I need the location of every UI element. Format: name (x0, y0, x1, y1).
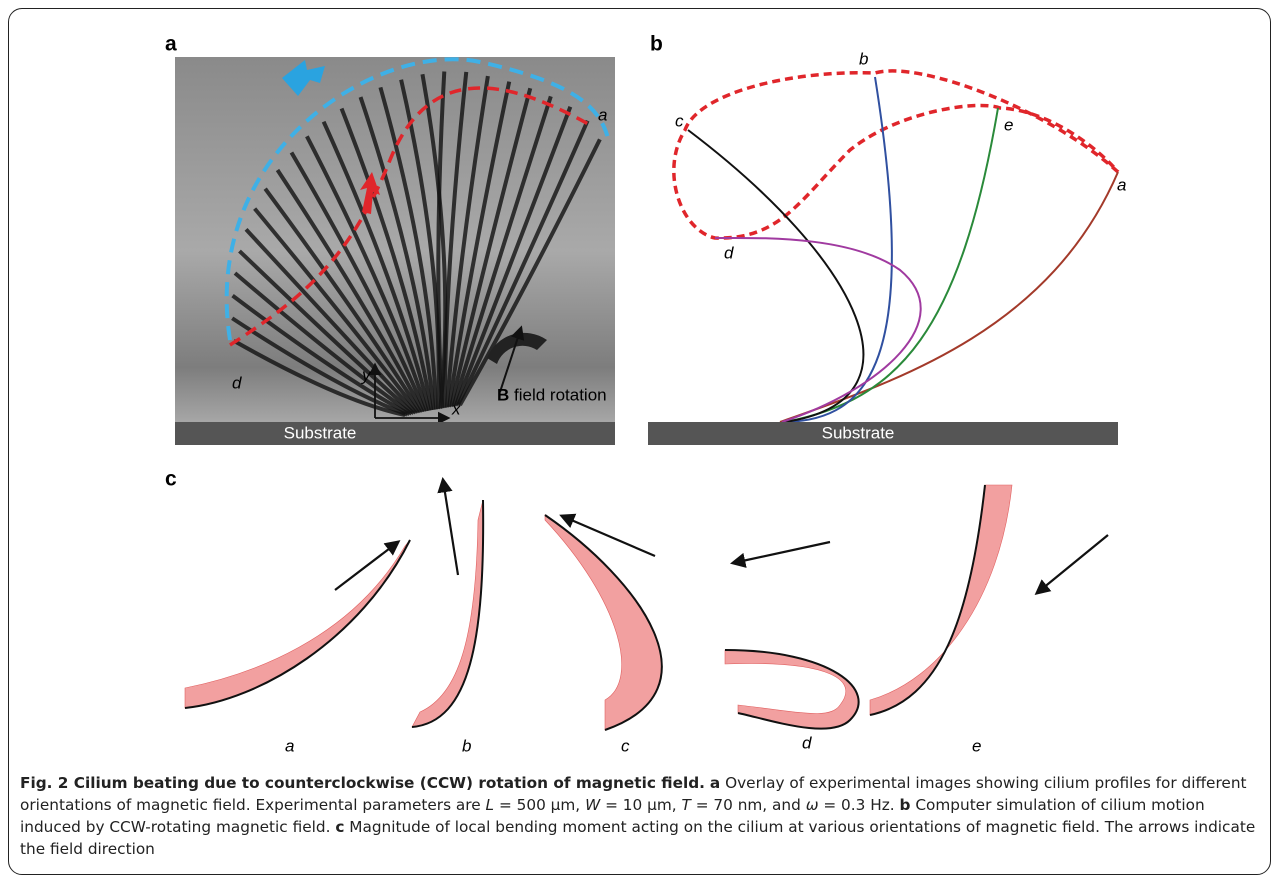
cilium-image (449, 87, 533, 408)
trajectory-red (229, 86, 591, 347)
shape-label: e (972, 736, 981, 755)
profile-e (784, 107, 999, 423)
curve-d (724, 649, 860, 730)
caption-symbol: T (681, 796, 691, 814)
field-label: B (497, 385, 509, 404)
shape-label: d (802, 733, 812, 752)
substrate (175, 422, 615, 445)
shape-label: a (285, 736, 294, 755)
cilium-image (253, 207, 420, 414)
shape-label: c (621, 736, 630, 755)
cilium-image (321, 120, 432, 412)
profile-d (714, 236, 922, 423)
shape-labels: a b c d e (285, 733, 981, 755)
cilium-image (263, 187, 423, 414)
cilium-curves (184, 484, 986, 731)
cilium-image (458, 138, 602, 406)
arrow-blue (282, 60, 325, 96)
cilium-image (339, 107, 434, 411)
cilium-image (244, 228, 418, 415)
caption-text: = 10 µm, (605, 796, 677, 814)
cilium-image (231, 316, 408, 417)
cilium-image (455, 119, 590, 407)
panel-label: a (165, 33, 177, 56)
figure-frame (8, 8, 1271, 875)
cilium-image (444, 75, 490, 408)
point-label: d (724, 243, 734, 262)
trajectory (672, 69, 1120, 240)
field-arrow (499, 325, 525, 393)
cilium-image (275, 168, 425, 413)
caption-symbol: ω (805, 796, 819, 814)
cilium-image (233, 271, 413, 416)
field-arrow (559, 513, 656, 558)
cilium-image (289, 151, 427, 413)
panel-label: c (165, 468, 177, 491)
caption-text: = 70 nm, and (695, 796, 801, 814)
field-label: field rotation (514, 385, 607, 404)
shape-label: b (462, 736, 471, 755)
rotation-icon (487, 332, 547, 364)
point-label: d (232, 373, 242, 392)
substrate-label: Substrate (284, 423, 357, 442)
caption-key: a (709, 774, 721, 792)
cilium-image (305, 135, 429, 412)
arrow-red (360, 172, 380, 214)
cilium-overlay (231, 71, 602, 417)
cilium-profiles (687, 76, 1119, 423)
curve-c (544, 514, 663, 731)
point-label: b (859, 49, 868, 68)
point-label: c (675, 111, 684, 130)
profile-a (779, 171, 1119, 423)
caption-symbol: W (585, 796, 601, 814)
cilium-image (453, 106, 573, 407)
curve-e (869, 484, 986, 716)
point-label: a (598, 105, 607, 124)
field-arrow (437, 476, 460, 576)
bending-moment (184, 484, 1013, 731)
cilium-image (378, 86, 438, 410)
caption-text: Computer simulation of cilium motion ind… (20, 796, 1205, 836)
caption: Fig. 2 Cilium beating due to countercloc… (20, 772, 1260, 860)
moment-e (869, 484, 1013, 716)
moment-c (544, 514, 663, 731)
field-arrow (1034, 534, 1109, 595)
cilium-image (442, 71, 469, 408)
moment-a (184, 539, 411, 709)
moment-d (724, 649, 859, 729)
field-arrows (334, 476, 1109, 595)
caption-text: Overlay of experimental images showing c… (20, 774, 1247, 814)
point-label: a (1117, 175, 1126, 194)
caption-key: b (899, 796, 911, 814)
caption-text: = 500 µm, (498, 796, 581, 814)
cilium-image (231, 294, 411, 416)
cilium-image (436, 71, 447, 409)
panel-label: b (650, 33, 663, 56)
cilium-image (238, 249, 416, 415)
field-arrow (334, 540, 401, 591)
cilium-image (451, 95, 553, 407)
cilium-image (358, 96, 436, 410)
profile-b (784, 76, 893, 423)
cilium-image (447, 81, 512, 408)
field-arrow (729, 540, 831, 568)
caption-key: c (335, 818, 345, 836)
caption-text: = 0.3 Hz. (823, 796, 895, 814)
substrate (648, 422, 1118, 445)
substrate-label: Substrate (822, 423, 895, 442)
moment-b (411, 499, 484, 728)
point-label: e (1004, 115, 1013, 134)
curve-b (411, 499, 485, 728)
axis-label: y (361, 365, 372, 384)
caption-title: Fig. 2 Cilium beating due to countercloc… (20, 774, 705, 792)
caption-text: Magnitude of local bending moment acting… (20, 818, 1256, 858)
profile-c (687, 129, 865, 423)
curve-a (184, 539, 411, 709)
cilium-image (232, 339, 406, 417)
axis-label: x (451, 399, 461, 418)
figure: a a d y x B field rotation Substrate b b… (165, 33, 1126, 756)
caption-symbol: L (485, 796, 495, 814)
